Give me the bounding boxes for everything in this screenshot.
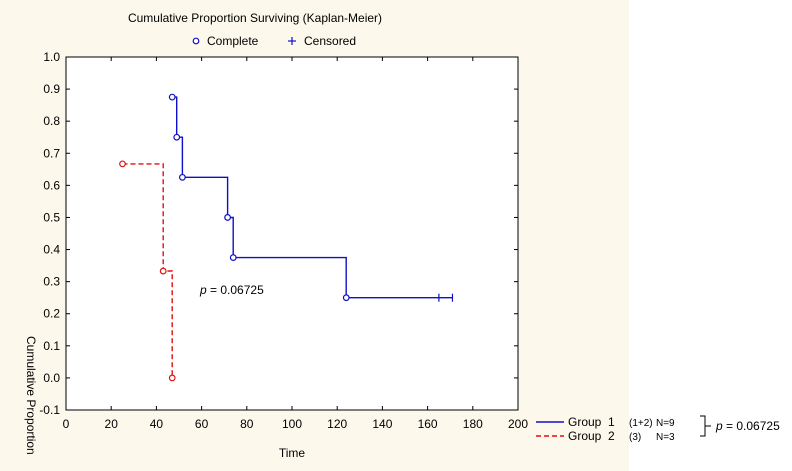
- y-tick-label: 0.9: [43, 82, 60, 96]
- y-tick-label: 0.7: [43, 146, 60, 160]
- x-tick-label: 180: [463, 417, 483, 431]
- legend-group2-paren: (3): [629, 432, 641, 443]
- y-tick-label: 0.6: [43, 178, 60, 192]
- plot-area: [65, 56, 519, 411]
- x-tick-label: 120: [327, 417, 347, 431]
- x-tick-label: 200: [508, 417, 528, 431]
- legend-group2-name: Group 2: [568, 429, 615, 443]
- marker-legend-complete-label: Complete: [207, 34, 259, 48]
- legend-bracket: [700, 415, 711, 437]
- group1-complete-point: [342, 294, 350, 302]
- complete-marker-legend-icon: [192, 37, 200, 45]
- group1-complete-point: [178, 173, 186, 181]
- x-tick-label: 140: [372, 417, 392, 431]
- x-tick-label: 80: [240, 417, 254, 431]
- x-tick-label: 20: [105, 417, 119, 431]
- x-tick-label: 60: [195, 417, 209, 431]
- x-tick-label: 40: [150, 417, 164, 431]
- x-tick-label: 100: [282, 417, 302, 431]
- series-layer: [119, 93, 454, 382]
- marker-legend: Complete Censored: [192, 34, 356, 48]
- group2-complete-point: [119, 160, 126, 168]
- y-tick-label: 0.1: [43, 339, 60, 353]
- group1-complete-point: [173, 133, 181, 141]
- y-tick-label: 0.2: [43, 307, 60, 321]
- y-tick-label: 0.5: [43, 210, 60, 224]
- x-axis-label: Time: [279, 446, 306, 460]
- legend-group1-paren: (1+2): [629, 418, 653, 429]
- legend-group1-name: Group 1: [568, 415, 615, 429]
- group1-complete-point: [224, 214, 231, 221]
- y-tick-label: 0.3: [43, 275, 60, 289]
- group2-complete-point: [159, 267, 167, 275]
- group1-complete-point: [229, 254, 237, 261]
- x-tick-label: 0: [63, 417, 70, 431]
- legend-p-value: p = 0.06725: [715, 419, 780, 433]
- y-tick-label: -0.1: [39, 403, 60, 417]
- y-tick-label: 0.0: [43, 371, 60, 385]
- y-tick-label: 0.4: [43, 243, 60, 257]
- legend-group1-n: N=9: [656, 418, 675, 429]
- group1-complete-point: [168, 93, 176, 101]
- axes: 0 20 40 60 80 100 120 140 160 180 200 -0.1 0.0 0.1 0.2…: [39, 50, 528, 431]
- group2-complete-point: [168, 374, 176, 382]
- y-tick-label: 1.0: [43, 50, 60, 64]
- series-legend: Group 1 (1+2) N=9 Group 2 (3) N=3 p = 0.…: [536, 415, 780, 443]
- group1-survival-curve: [172, 96, 453, 299]
- y-tick-label: 0.8: [43, 114, 60, 128]
- censored-marker-legend-icon: [288, 37, 296, 45]
- x-tick-label: 160: [418, 417, 438, 431]
- y-axis-label: Cumulative Proportion: [24, 336, 38, 455]
- marker-legend-censored-label: Censored: [304, 34, 356, 48]
- chart-title: Cumulative Proportion Surviving (Kaplan-…: [128, 11, 382, 25]
- p-value-annotation: p = 0.06725: [199, 283, 264, 297]
- legend-group2-n: N=3: [656, 432, 675, 443]
